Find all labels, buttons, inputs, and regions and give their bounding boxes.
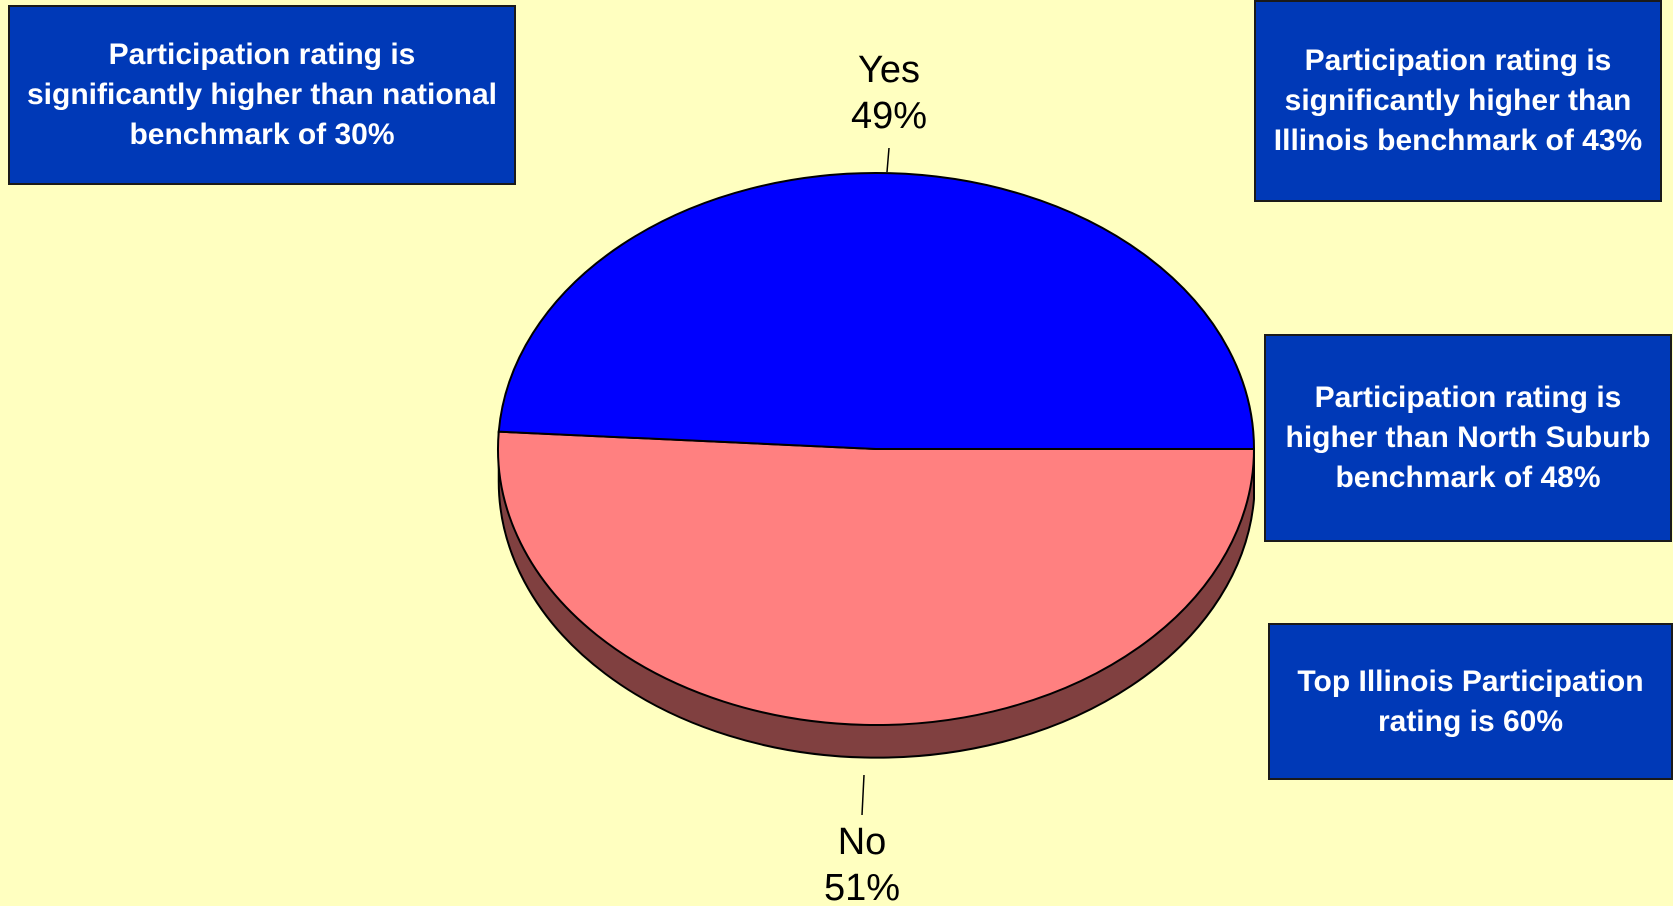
- callout-north-suburb-benchmark: Participation rating is higher than Nort…: [1264, 334, 1672, 542]
- callout-top-illinois-rating: Top Illinois Participation rating is 60%: [1268, 623, 1673, 780]
- pie-slice-no: [497, 430, 1256, 726]
- leader-line-no: [861, 774, 865, 816]
- callout-illinois-benchmark: Participation rating is significantly hi…: [1254, 0, 1662, 202]
- label-no-value: 51%: [824, 867, 900, 906]
- leader-line-yes: [886, 147, 890, 173]
- label-yes-value: 49%: [851, 95, 927, 137]
- pie-slice-yes: [497, 172, 1256, 450]
- label-yes: Yes: [858, 49, 920, 91]
- callout-illinois-benchmark-text: Participation rating is significantly hi…: [1273, 44, 1643, 157]
- callout-top-illinois-rating-text: Top Illinois Participation rating is 60%: [1297, 664, 1644, 738]
- callout-national-benchmark-text: Participation rating is significantly hi…: [26, 38, 498, 151]
- callout-north-suburb-benchmark-text: Participation rating is higher than Nort…: [1285, 381, 1651, 494]
- label-no: No: [838, 821, 887, 863]
- callout-national-benchmark: Participation rating is significantly hi…: [8, 5, 516, 185]
